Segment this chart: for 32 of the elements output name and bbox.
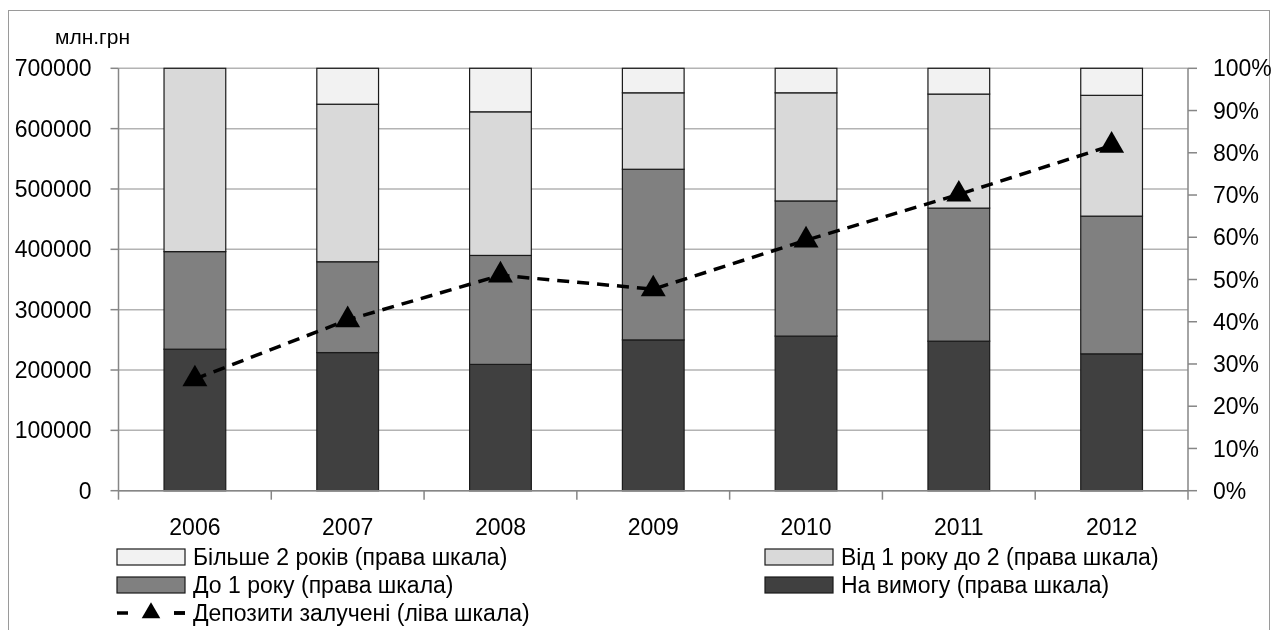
legend-label: До 1 року (права шкала)	[193, 572, 454, 599]
x-tick-label: 2010	[780, 514, 832, 541]
y-tick-label: 600000	[14, 115, 92, 142]
x-tick-label: 2006	[169, 514, 221, 541]
y-tick-label: 400000	[14, 236, 92, 263]
y2-tick-label: 90%	[1213, 97, 1260, 124]
y2-tick-label: 60%	[1213, 224, 1260, 251]
y-tick-label: 200000	[14, 357, 92, 384]
y2-tick-label: 80%	[1213, 139, 1260, 166]
y2-tick-label: 10%	[1213, 435, 1260, 462]
legend-label: Більше 2 років (права шкала)	[193, 544, 508, 571]
x-tick-label: 2011	[934, 514, 984, 541]
y2-tick-label: 30%	[1213, 351, 1260, 378]
x-tick-label: 2012	[1086, 514, 1138, 541]
legend-label: Депозити залучені (ліва шкала)	[193, 600, 530, 627]
y-axis-title: млн.грн	[55, 25, 131, 49]
x-tick-label: 2009	[627, 514, 679, 541]
y-tick-label: 700000	[14, 55, 92, 82]
y2-tick-label: 0%	[1213, 477, 1247, 504]
y-tick-label: 300000	[14, 296, 92, 323]
x-tick-label: 2008	[474, 514, 527, 541]
x-tick-label: 2007	[322, 514, 374, 541]
legend-label: Від 1 року до 2 (права шкала)	[841, 544, 1159, 571]
y2-tick-label: 50%	[1213, 266, 1260, 293]
y2-tick-label: 40%	[1213, 308, 1260, 335]
y2-tick-label: 100%	[1213, 55, 1272, 82]
y2-tick-label: 20%	[1213, 393, 1260, 420]
y-tick-label: 500000	[14, 176, 92, 203]
y-tick-label: 0	[78, 477, 92, 504]
legend-label: На вимогу (права шкала)	[841, 572, 1110, 599]
y-tick-label: 100000	[14, 417, 92, 444]
y2-tick-label: 70%	[1213, 182, 1260, 209]
